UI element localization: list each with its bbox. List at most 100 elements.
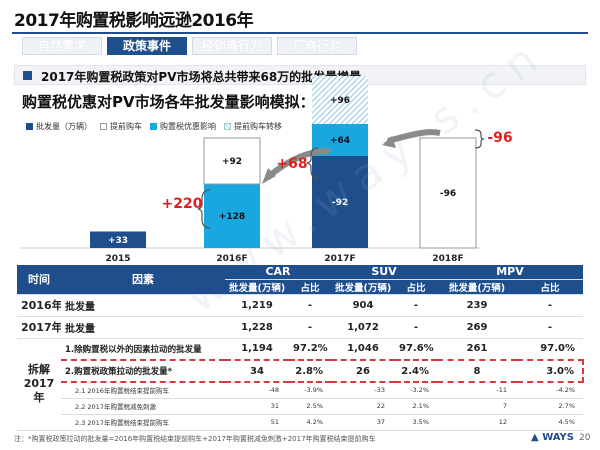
legend-swatch-icon bbox=[26, 123, 33, 130]
chart-subheading: 购置税优惠对PV市场各年批发量影响模拟： bbox=[22, 93, 315, 111]
table-row: 2.1 2016年购置税结束提前购车 -48 -3.9% -33 -3.2% -… bbox=[17, 382, 583, 399]
header-car: CAR bbox=[225, 265, 331, 280]
data-label: +96 bbox=[330, 96, 350, 106]
bar-chart: +33 +128 +92 -92 +64 +96 -96 2015 2016F 2017F 2018… bbox=[20, 76, 513, 264]
arrow-head-icon bbox=[262, 168, 276, 184]
header-factor: 因素 bbox=[61, 265, 225, 295]
cell: 97.6% bbox=[395, 338, 437, 361]
cell: 2.1% bbox=[395, 398, 437, 415]
subheader: 占比 bbox=[289, 279, 331, 295]
header-time: 时间 bbox=[17, 265, 61, 295]
tab-bar: 自然需求 政策事件 经销商行为 厂商行为 bbox=[22, 37, 357, 55]
cell: 2.4% bbox=[395, 359, 437, 383]
legend-swatch-icon bbox=[100, 123, 107, 130]
bracket-2017 bbox=[306, 147, 319, 179]
bar-segment-2016F bbox=[203, 137, 261, 185]
cell: 1,219 bbox=[225, 294, 289, 317]
row-time: 2017年 bbox=[17, 316, 61, 339]
cell: - bbox=[395, 316, 437, 339]
tab-policy-events[interactable]: 政策事件 bbox=[107, 37, 187, 55]
cell: 3.0% bbox=[517, 359, 584, 383]
bar-segment-2015 bbox=[90, 231, 146, 248]
title-rule bbox=[12, 32, 588, 34]
row-factor: 批发量 bbox=[61, 316, 225, 339]
category-label: 2017F bbox=[324, 254, 355, 264]
cell: 269 bbox=[437, 316, 517, 339]
bar-segment-2016F bbox=[204, 184, 260, 248]
breakdown-title: 拆解 bbox=[28, 363, 50, 376]
cell: 97.0% bbox=[517, 338, 583, 361]
row-factor: 2.1 2016年购置税结束提前购车 bbox=[61, 382, 225, 399]
bar-segment-2017F bbox=[312, 76, 368, 124]
cell: -48 bbox=[225, 382, 289, 399]
legend-item-tax-impact: 购置税优惠影响 bbox=[150, 121, 216, 132]
data-label: +128 bbox=[219, 212, 245, 222]
cell: - bbox=[289, 294, 331, 317]
footnote: 注：*购置税政策拉动的批发量=2016年购置税结束提前购车+2017年购置税减免… bbox=[14, 435, 376, 443]
bracket-2018 bbox=[474, 129, 485, 149]
legend-label: 批发量（万辆） bbox=[36, 122, 92, 131]
tab-dealer-behavior[interactable]: 经销商行为 bbox=[192, 37, 272, 55]
cell: -3.2% bbox=[395, 382, 437, 399]
cell: 3.5% bbox=[395, 414, 437, 431]
cell: 904 bbox=[331, 294, 395, 317]
tab-oem-behavior[interactable]: 厂商行为 bbox=[277, 37, 357, 55]
legend-swatch-icon bbox=[224, 123, 231, 130]
cell: - bbox=[517, 294, 583, 317]
cell: 26 bbox=[331, 359, 395, 383]
cell: 4.2% bbox=[289, 414, 331, 431]
legend-item-wholesale: 批发量（万辆） bbox=[26, 121, 92, 132]
subheader: 占比 bbox=[395, 279, 437, 295]
cell: 31 bbox=[225, 398, 289, 415]
row-factor: 2.购置税政策拉动的批发量* bbox=[61, 359, 225, 383]
table-row: 2016年 批发量 1,219 - 904 - 239 - bbox=[17, 294, 583, 317]
cell: -3.9% bbox=[289, 382, 331, 399]
cell: 51 bbox=[225, 414, 289, 431]
cell: 2.5% bbox=[289, 398, 331, 415]
legend-label: 提前购车 bbox=[110, 122, 142, 131]
breakdown-label: 拆解 2017年 bbox=[17, 338, 61, 431]
arrow-head-icon bbox=[382, 136, 396, 148]
cell: 97.2% bbox=[289, 338, 331, 361]
cell: 1,072 bbox=[331, 316, 395, 339]
bullet-square-icon bbox=[23, 71, 32, 80]
header-mpv: MPV bbox=[437, 265, 583, 280]
data-label: -92 bbox=[332, 198, 348, 208]
transfer-arrow-left bbox=[266, 148, 332, 180]
legend-item-early-purchase: 提前购车 bbox=[100, 121, 142, 132]
cell: 4.5% bbox=[517, 414, 583, 431]
page-title: 2017年购置税影响远逊2016年 bbox=[14, 11, 254, 31]
legend-item-transfer: 提前购车转移 bbox=[224, 121, 282, 132]
cell: 22 bbox=[331, 398, 395, 415]
subheader: 批发量(万辆) bbox=[225, 279, 289, 295]
row-factor: 2.3 2017年购置税结束提前购车 bbox=[61, 414, 225, 431]
table-row-highlighted: 2.购置税政策拉动的批发量* 34 2.8% 26 2.4% 8 3.0% bbox=[17, 359, 584, 383]
cell: -4.2% bbox=[517, 382, 583, 399]
bar-segment-2017F bbox=[312, 156, 368, 248]
table-subheader-row: 批发量(万辆) 占比 批发量(万辆) 占比 批发量(万辆) 占比 bbox=[17, 279, 583, 295]
cell: - bbox=[517, 316, 583, 339]
cell: - bbox=[289, 316, 331, 339]
row-factor: 批发量 bbox=[61, 294, 225, 317]
cell: - bbox=[395, 294, 437, 317]
cell: 2.8% bbox=[289, 359, 331, 383]
annotation-2016F: +220 bbox=[162, 196, 203, 212]
impact-table: 时间 因素 CAR SUV MPV 批发量(万辆) 占比 批发量(万辆) 占比 … bbox=[17, 265, 584, 431]
table-row: 2.3 2017年购置税结束提前购车 51 4.2% 37 3.5% 12 4.… bbox=[17, 414, 583, 431]
row-factor: 2.2 2017年购置税减免刺激 bbox=[61, 398, 225, 415]
logo-mark-icon: ▲ bbox=[531, 432, 539, 443]
cell: 12 bbox=[437, 414, 517, 431]
data-label: +33 bbox=[108, 236, 128, 246]
cell: 1,228 bbox=[225, 316, 289, 339]
page-number: 20 bbox=[579, 433, 591, 443]
row-factor: 1.除购置税以外的因素拉动的批发量 bbox=[61, 338, 225, 361]
cell: -33 bbox=[331, 382, 395, 399]
tab-natural-demand[interactable]: 自然需求 bbox=[22, 37, 102, 55]
subheader: 批发量(万辆) bbox=[437, 279, 517, 295]
chart-legend: 批发量（万辆） 提前购车 购置税优惠影响 提前购车转移 bbox=[26, 121, 290, 132]
table-header-row: 时间 因素 CAR SUV MPV bbox=[17, 265, 583, 295]
annotation-2018F: -96 bbox=[487, 130, 512, 146]
data-label: -96 bbox=[440, 189, 456, 199]
cell: 8 bbox=[437, 359, 517, 383]
cell: 34 bbox=[225, 359, 289, 383]
